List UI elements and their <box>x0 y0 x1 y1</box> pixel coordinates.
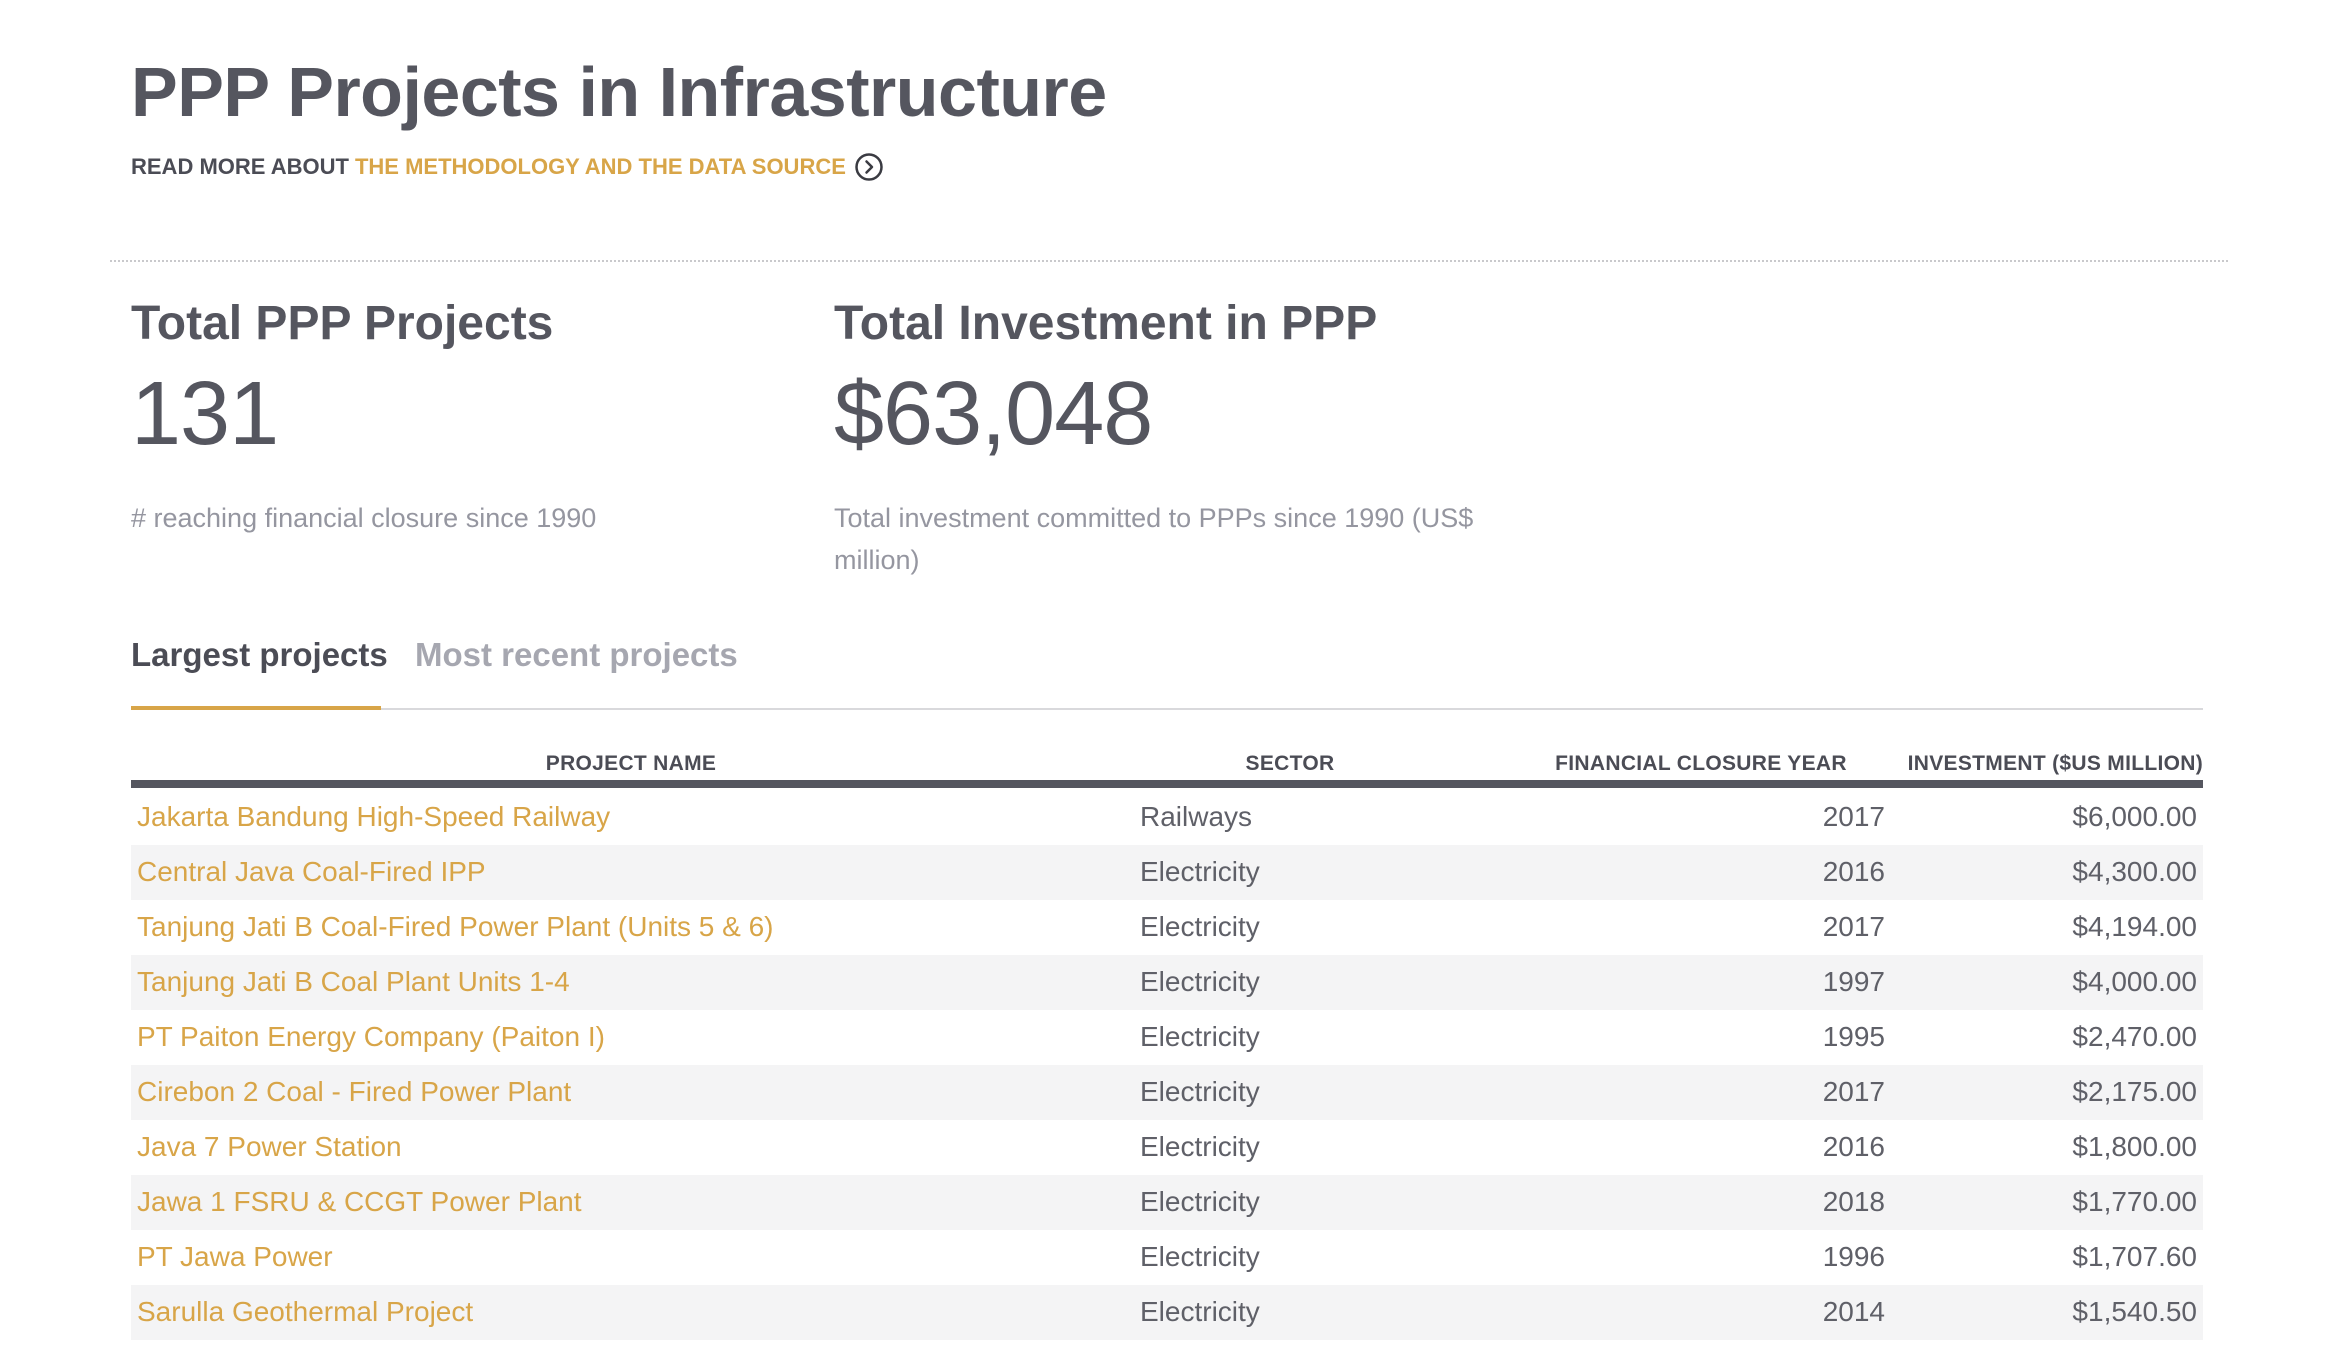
investment-cell: $1,800.00 <box>2072 1131 2197 1162</box>
table-row: Cirebon 2 Coal - Fired Power Plant Elect… <box>131 1065 2203 1120</box>
sector-cell: Railways <box>1140 801 1253 832</box>
sector-cell: Electricity <box>1140 1131 1260 1162</box>
total-projects-description: # reaching financial closure since 1990 <box>131 503 597 533</box>
year-cell: 1996 <box>1822 1241 1885 1272</box>
sector-cell: Electricity <box>1140 856 1260 887</box>
methodology-link[interactable]: THE METHODOLOGY AND THE DATA SOURCE <box>354 154 846 179</box>
project-name-link[interactable]: Cirebon 2 Coal - Fired Power Plant <box>137 1076 572 1107</box>
project-name-link[interactable]: Jawa 1 FSRU & CCGT Power Plant <box>137 1186 582 1217</box>
investment-cell: $4,300.00 <box>2072 856 2197 887</box>
read-more-prefix: READ MORE ABOUT <box>131 154 349 179</box>
table-row: Jawa 1 FSRU & CCGT Power Plant Electrici… <box>131 1175 2203 1230</box>
investment-cell: $4,194.00 <box>2072 911 2197 942</box>
table-row: Central Java Coal-Fired IPP Electricity … <box>131 845 2203 900</box>
table-header: PROJECT NAME SECTOR FINANCIAL CLOSURE YE… <box>131 748 2203 788</box>
table-row: Jakarta Bandung High-Speed Railway Railw… <box>131 790 2203 845</box>
project-name-link[interactable]: Jakarta Bandung High-Speed Railway <box>137 801 611 832</box>
section-divider <box>110 260 2228 262</box>
year-cell: 2017 <box>1822 1076 1885 1107</box>
total-projects-value: 131 <box>131 364 279 464</box>
sector-cell: Electricity <box>1140 1186 1260 1217</box>
total-investment-stat: Total Investment in PPP $63,048 Total in… <box>834 296 1474 581</box>
sector-cell: Electricity <box>1140 1076 1260 1107</box>
total-investment-heading: Total Investment in PPP <box>834 297 1378 350</box>
investment-cell: $6,000.00 <box>2072 801 2197 832</box>
year-cell: 1995 <box>1822 1021 1885 1052</box>
column-header-investment[interactable]: INVESTMENT ($US MILLION) <box>1907 752 2203 775</box>
year-cell: 2017 <box>1822 801 1885 832</box>
tab-largest-projects[interactable]: Largest projects <box>131 636 388 710</box>
chevron-right-circle-icon[interactable] <box>854 152 884 182</box>
investment-cell: $2,175.00 <box>2072 1076 2197 1107</box>
investment-cell: $1,707.60 <box>2072 1241 2197 1272</box>
project-name-link[interactable]: Sarulla Geothermal Project <box>137 1296 474 1327</box>
table-row: PT Jawa Power Electricity 1996 $1,707.60 <box>131 1230 2203 1285</box>
project-tabs: Largest projects Most recent projects <box>131 636 2203 710</box>
project-name-link[interactable]: Central Java Coal-Fired IPP <box>137 856 486 887</box>
table-row: PT Paiton Energy Company (Paiton I) Elec… <box>131 1010 2203 1065</box>
total-investment-value: $63,048 <box>834 364 1153 464</box>
sector-cell: Electricity <box>1140 1241 1260 1272</box>
table-row: Tanjung Jati B Coal Plant Units 1-4 Elec… <box>131 955 2203 1010</box>
sector-cell: Electricity <box>1140 1296 1260 1327</box>
table-row: Java 7 Power Station Electricity 2016 $1… <box>131 1120 2203 1175</box>
table-row: Tanjung Jati B Coal-Fired Power Plant (U… <box>131 900 2203 955</box>
project-name-link[interactable]: Java 7 Power Station <box>137 1131 402 1162</box>
project-name-link[interactable]: Tanjung Jati B Coal Plant Units 1-4 <box>137 966 570 997</box>
tab-most-recent-projects[interactable]: Most recent projects <box>415 636 738 673</box>
sector-cell: Electricity <box>1140 1021 1260 1052</box>
sector-cell: Electricity <box>1140 911 1260 942</box>
page-title: PPP Projects in Infrastructure <box>131 53 1107 131</box>
year-cell: 2016 <box>1822 856 1885 887</box>
total-projects-stat: Total PPP Projects 131 # reaching financ… <box>131 296 771 539</box>
sector-cell: Electricity <box>1140 966 1260 997</box>
total-projects-heading: Total PPP Projects <box>131 297 554 350</box>
investment-cell: $4,000.00 <box>2072 966 2197 997</box>
total-investment-description: Total investment committed to PPPs since… <box>834 503 1474 575</box>
project-name-link[interactable]: PT Paiton Energy Company (Paiton I) <box>137 1021 605 1052</box>
projects-table: PROJECT NAME SECTOR FINANCIAL CLOSURE YE… <box>131 748 2203 1340</box>
year-cell: 2016 <box>1822 1131 1885 1162</box>
table-row: Sarulla Geothermal Project Electricity 2… <box>131 1285 2203 1340</box>
year-cell: 1997 <box>1822 966 1885 997</box>
year-cell: 2017 <box>1822 911 1885 942</box>
investment-cell: $1,770.00 <box>2072 1186 2197 1217</box>
read-more-line: READ MORE ABOUT THE METHODOLOGY AND THE … <box>131 152 884 182</box>
project-name-link[interactable]: PT Jawa Power <box>137 1241 333 1272</box>
column-header-closure-year[interactable]: FINANCIAL CLOSURE YEAR <box>1555 752 1847 775</box>
investment-cell: $1,540.50 <box>2072 1296 2197 1327</box>
column-header-sector[interactable]: SECTOR <box>1245 752 1335 775</box>
column-header-project-name[interactable]: PROJECT NAME <box>545 752 717 775</box>
investment-cell: $2,470.00 <box>2072 1021 2197 1052</box>
year-cell: 2018 <box>1822 1186 1885 1217</box>
project-name-link[interactable]: Tanjung Jati B Coal-Fired Power Plant (U… <box>137 911 774 942</box>
table-body: Jakarta Bandung High-Speed Railway Railw… <box>131 790 2203 1340</box>
year-cell: 2014 <box>1822 1296 1885 1327</box>
